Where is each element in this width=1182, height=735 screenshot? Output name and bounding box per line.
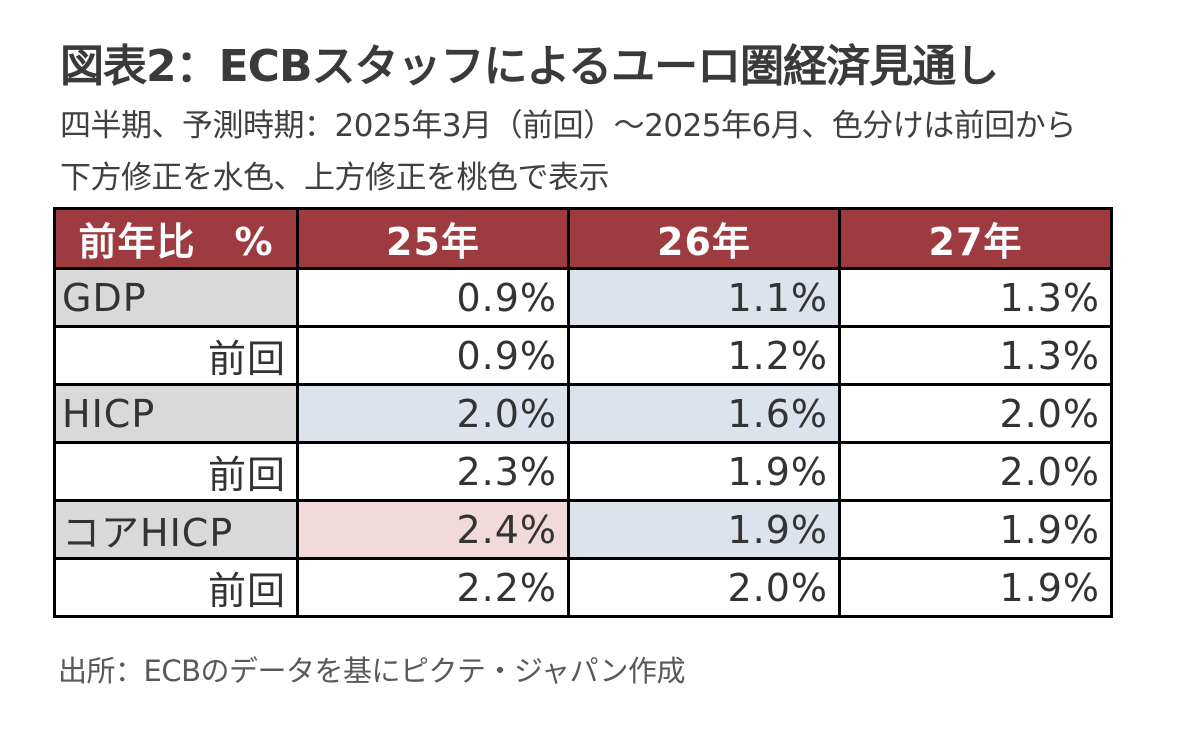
column-header-26: 26年 <box>567 207 841 270</box>
cell-gdp-previous-25: 0.9% <box>296 325 570 386</box>
cell-hicp-27: 2.0% <box>838 383 1113 444</box>
cell-hicp-previous-25: 2.3% <box>296 441 570 502</box>
cell-gdp-26: 1.1% <box>567 267 841 328</box>
table-row-gdp: GDP 0.9% 1.1% 1.3% <box>53 267 1113 328</box>
table-row-core-hicp-previous: 前回 2.2% 2.0% 1.9% <box>53 557 1113 618</box>
chart-subtitle-line-2: 下方修正を水色、上方修正を桃色で表示 <box>60 160 610 196</box>
row-label-gdp: GDP <box>53 267 299 328</box>
cell-hicp-26: 1.6% <box>567 383 841 444</box>
cell-core-hicp-25: 2.4% <box>296 499 570 560</box>
cell-gdp-25: 0.9% <box>296 267 570 328</box>
table-row-gdp-previous: 前回 0.9% 1.2% 1.3% <box>53 325 1113 386</box>
forecast-table: 前年比 % 25年 26年 27年 GDP 0.9% 1.1% 1.3% 前回 … <box>53 207 1113 618</box>
cell-gdp-previous-26: 1.2% <box>567 325 841 386</box>
unit-header-cell: 前年比 % <box>53 207 299 270</box>
table-row-hicp-previous: 前回 2.3% 1.9% 2.0% <box>53 441 1113 502</box>
cell-hicp-25: 2.0% <box>296 383 570 444</box>
cell-hicp-previous-26: 1.9% <box>567 441 841 502</box>
cell-core-hicp-previous-25: 2.2% <box>296 557 570 618</box>
cell-core-hicp-previous-26: 2.0% <box>567 557 841 618</box>
column-header-25: 25年 <box>296 207 570 270</box>
table-row-hicp: HICP 2.0% 1.6% 2.0% <box>53 383 1113 444</box>
cell-hicp-previous-27: 2.0% <box>838 441 1113 502</box>
table-header-row: 前年比 % 25年 26年 27年 <box>53 207 1113 270</box>
row-label-core-hicp: コアHICP <box>53 499 299 560</box>
source-note: 出所：ECBのデータを基にピクテ・ジャパン作成 <box>58 654 685 688</box>
chart-title: 図表2：ECBスタッフによるユーロ圏経済見通し <box>60 41 999 92</box>
row-label-hicp: HICP <box>53 383 299 444</box>
row-label-core-hicp-previous: 前回 <box>53 557 299 618</box>
cell-core-hicp-previous-27: 1.9% <box>838 557 1113 618</box>
cell-core-hicp-27: 1.9% <box>838 499 1113 560</box>
chart-subtitle-line-1: 四半期、予測時期：2025年3月（前回）～2025年6月、色分けは前回から <box>60 108 1076 144</box>
row-label-gdp-previous: 前回 <box>53 325 299 386</box>
column-header-27: 27年 <box>838 207 1113 270</box>
cell-gdp-27: 1.3% <box>838 267 1113 328</box>
cell-gdp-previous-27: 1.3% <box>838 325 1113 386</box>
cell-core-hicp-26: 1.9% <box>567 499 841 560</box>
row-label-hicp-previous: 前回 <box>53 441 299 502</box>
table-row-core-hicp: コアHICP 2.4% 1.9% 1.9% <box>53 499 1113 560</box>
